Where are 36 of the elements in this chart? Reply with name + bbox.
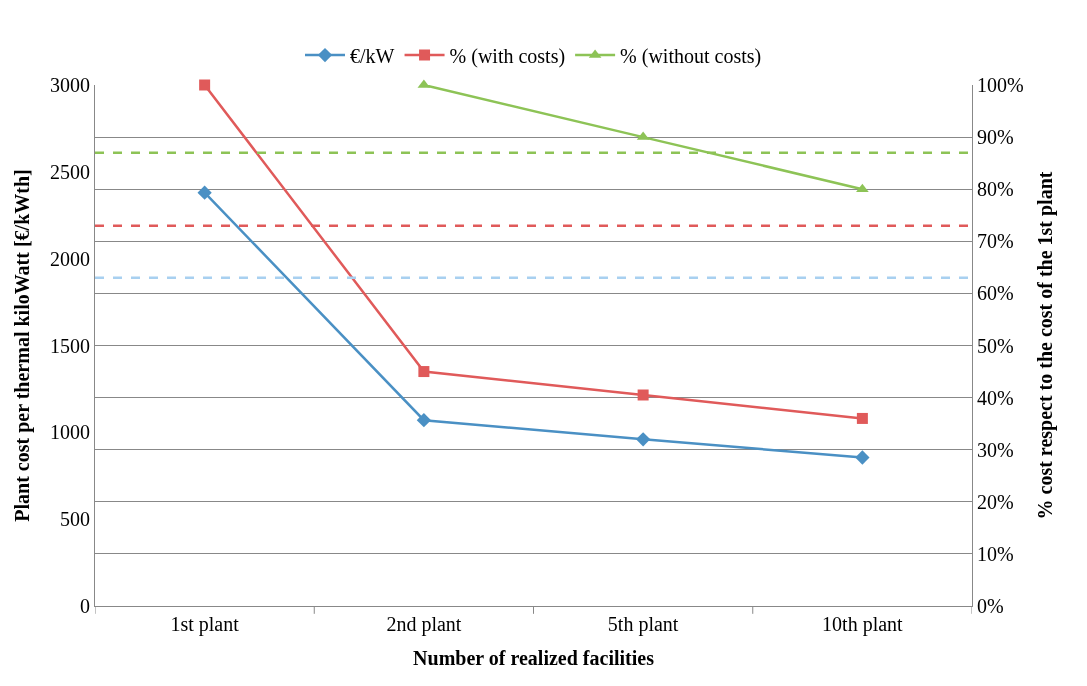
point <box>416 413 432 428</box>
x-tick-label: 1st plant <box>170 613 240 636</box>
point <box>637 389 649 401</box>
y2-tick-label: 40% <box>977 386 1014 409</box>
y2-tick-label: 50% <box>977 334 1014 357</box>
legend-label: % (without costs) <box>620 44 762 68</box>
y-tick-label: 1500 <box>50 334 90 357</box>
y2-tick-label: 80% <box>977 178 1014 201</box>
y2-tick-label: 0% <box>977 595 1004 617</box>
y2-tick-label: 30% <box>977 438 1014 461</box>
point <box>856 412 868 424</box>
y2-tick-label: 20% <box>977 490 1014 513</box>
point <box>197 185 212 200</box>
point <box>418 366 430 378</box>
point <box>199 79 211 91</box>
y-tick-label: 1000 <box>50 421 90 444</box>
y2-tick-label: 70% <box>977 230 1014 253</box>
x-tick-label: 10th plant <box>822 613 904 636</box>
y-tick-label: 500 <box>60 508 90 531</box>
y2-tick-label: 10% <box>977 542 1014 565</box>
y2-tick-label: 90% <box>977 126 1014 149</box>
y-tick-label: 2500 <box>50 160 90 183</box>
y2-tick-label: 60% <box>977 282 1014 305</box>
legend-label: % (with costs) <box>449 44 566 68</box>
y-tick-label: 0 <box>80 595 90 617</box>
x-axis-title: Number of realized facilities <box>413 646 655 669</box>
y2-axis-title: % cost respect to the cost of the 1st plant <box>1034 171 1058 520</box>
point <box>635 432 651 447</box>
x-tick-label: 5th plant <box>607 613 679 636</box>
legend-label: €/kW <box>350 44 395 67</box>
x-tick-label: 2nd plant <box>386 613 462 636</box>
y-tick-label: 2000 <box>50 247 90 270</box>
y-axis-title: Plant cost per thermal kiloWatt [€/kWth] <box>10 169 34 522</box>
y-tick-label: 3000 <box>50 74 90 96</box>
y2-tick-label: 100% <box>977 74 1024 96</box>
point <box>855 450 870 465</box>
